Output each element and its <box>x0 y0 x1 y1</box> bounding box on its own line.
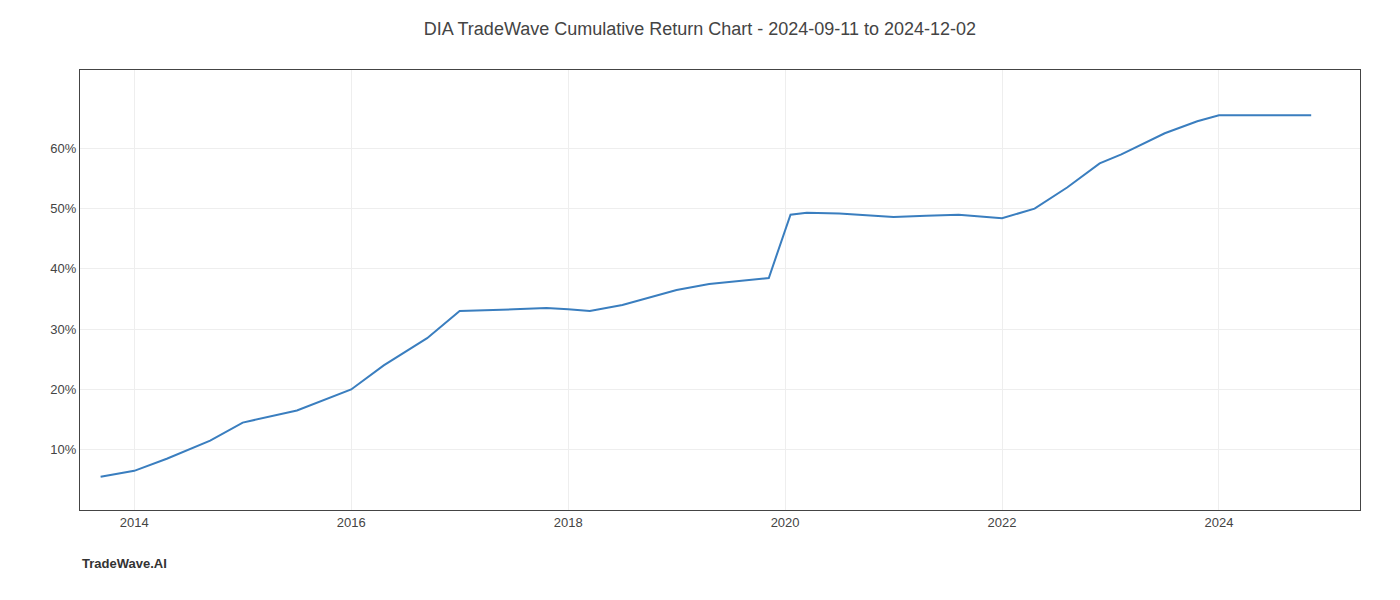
svg-text:50%: 50% <box>50 201 76 216</box>
svg-text:20%: 20% <box>50 382 76 397</box>
svg-text:2014: 2014 <box>120 515 149 530</box>
svg-text:DIA TradeWave Cumulative Retur: DIA TradeWave Cumulative Return Chart - … <box>424 19 976 39</box>
svg-text:2022: 2022 <box>988 515 1017 530</box>
svg-text:30%: 30% <box>50 322 76 337</box>
svg-text:40%: 40% <box>50 261 76 276</box>
svg-text:2024: 2024 <box>1205 515 1234 530</box>
svg-text:2018: 2018 <box>554 515 583 530</box>
svg-text:2016: 2016 <box>337 515 366 530</box>
svg-text:2020: 2020 <box>771 515 800 530</box>
svg-text:60%: 60% <box>50 141 76 156</box>
svg-text:TradeWave.AI: TradeWave.AI <box>82 556 167 571</box>
svg-text:10%: 10% <box>50 442 76 457</box>
